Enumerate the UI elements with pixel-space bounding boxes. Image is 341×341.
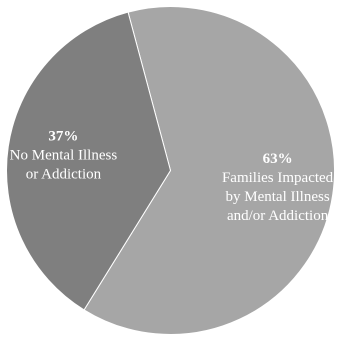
pie-slice-category-line-0-0: Families Impacted — [222, 170, 334, 186]
pie-slice-0 — [83, 6, 335, 335]
pie-slice-percent-0: 63% — [263, 151, 293, 167]
pie-slice-percent-1: 37% — [48, 129, 78, 145]
pie-labels: 63% Families Impacted by Mental Illness and… — [10, 129, 334, 224]
pie-slice-label-0: 63% Families Impacted by Mental Illness and… — [222, 151, 334, 224]
pie-slice-label-1: 37% No Mental Illness or Addiction — [10, 129, 118, 183]
pie-slice-category-line-1-1: or Addiction — [26, 167, 102, 183]
pie-slices — [6, 6, 335, 335]
pie-slice-category-line-0-2: and/or Addiction — [227, 208, 329, 224]
pie-slice-category-line-1-0: No Mental Illness — [10, 148, 118, 164]
pie-slice-category-line-0-1: by Mental Illness — [226, 189, 330, 205]
pie-slice-1 — [6, 11, 172, 311]
